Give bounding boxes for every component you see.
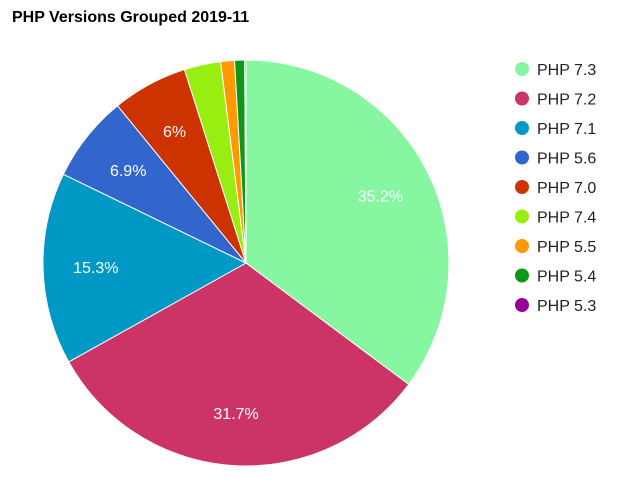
pie-slice-php-5-3[interactable] bbox=[244, 59, 247, 264]
slice-data-label: 31.7% bbox=[213, 406, 258, 423]
legend-swatch bbox=[515, 298, 529, 312]
pie-slice-php-7-2[interactable] bbox=[68, 262, 410, 467]
legend-item[interactable]: PHP 5.4 bbox=[515, 268, 596, 286]
pie-slice-php-7-3[interactable] bbox=[245, 59, 450, 386]
legend-swatch bbox=[515, 150, 529, 165]
slice-data-label: 6% bbox=[163, 124, 186, 141]
slice-data-label: 15.3% bbox=[73, 260, 118, 277]
legend-label: PHP 7.4 bbox=[537, 210, 596, 227]
legend-item[interactable]: PHP 5.5 bbox=[515, 239, 596, 256]
pie-slice-php-7-1[interactable] bbox=[42, 173, 248, 363]
legend-label: PHP 7.0 bbox=[537, 180, 596, 197]
slice-data-label: 6.9% bbox=[110, 163, 146, 180]
legend-item[interactable]: PHP 7.3 bbox=[515, 62, 596, 79]
legend-label: PHP 7.3 bbox=[537, 62, 596, 79]
slice-data-label: 35.2% bbox=[358, 189, 403, 206]
legend-swatch bbox=[515, 62, 529, 76]
legend-swatch bbox=[515, 121, 529, 135]
legend-label: PHP 7.1 bbox=[537, 121, 596, 138]
legend-item[interactable]: PHP 5.3 bbox=[515, 298, 596, 315]
legend-item[interactable]: PHP 7.0 bbox=[515, 180, 596, 197]
legend-item[interactable]: PHP 5.6 bbox=[515, 150, 596, 168]
legend-swatch bbox=[515, 180, 529, 194]
legend-swatch bbox=[515, 209, 529, 224]
legend-swatch bbox=[515, 239, 529, 253]
legend-item[interactable]: PHP 7.2 bbox=[515, 91, 596, 109]
chart-title: PHP Versions Grouped 2019-11 bbox=[12, 9, 250, 26]
legend-label: PHP 5.6 bbox=[537, 151, 596, 168]
legend-swatch bbox=[515, 268, 529, 283]
legend-item[interactable]: PHP 7.4 bbox=[515, 209, 596, 227]
legend-label: PHP 5.4 bbox=[537, 269, 596, 286]
legend-label: PHP 5.3 bbox=[537, 298, 596, 315]
legend-item[interactable]: PHP 7.1 bbox=[515, 121, 596, 138]
legend-label: PHP 5.5 bbox=[537, 239, 596, 256]
legend-label: PHP 7.2 bbox=[537, 92, 596, 109]
legend-swatch bbox=[515, 91, 529, 106]
